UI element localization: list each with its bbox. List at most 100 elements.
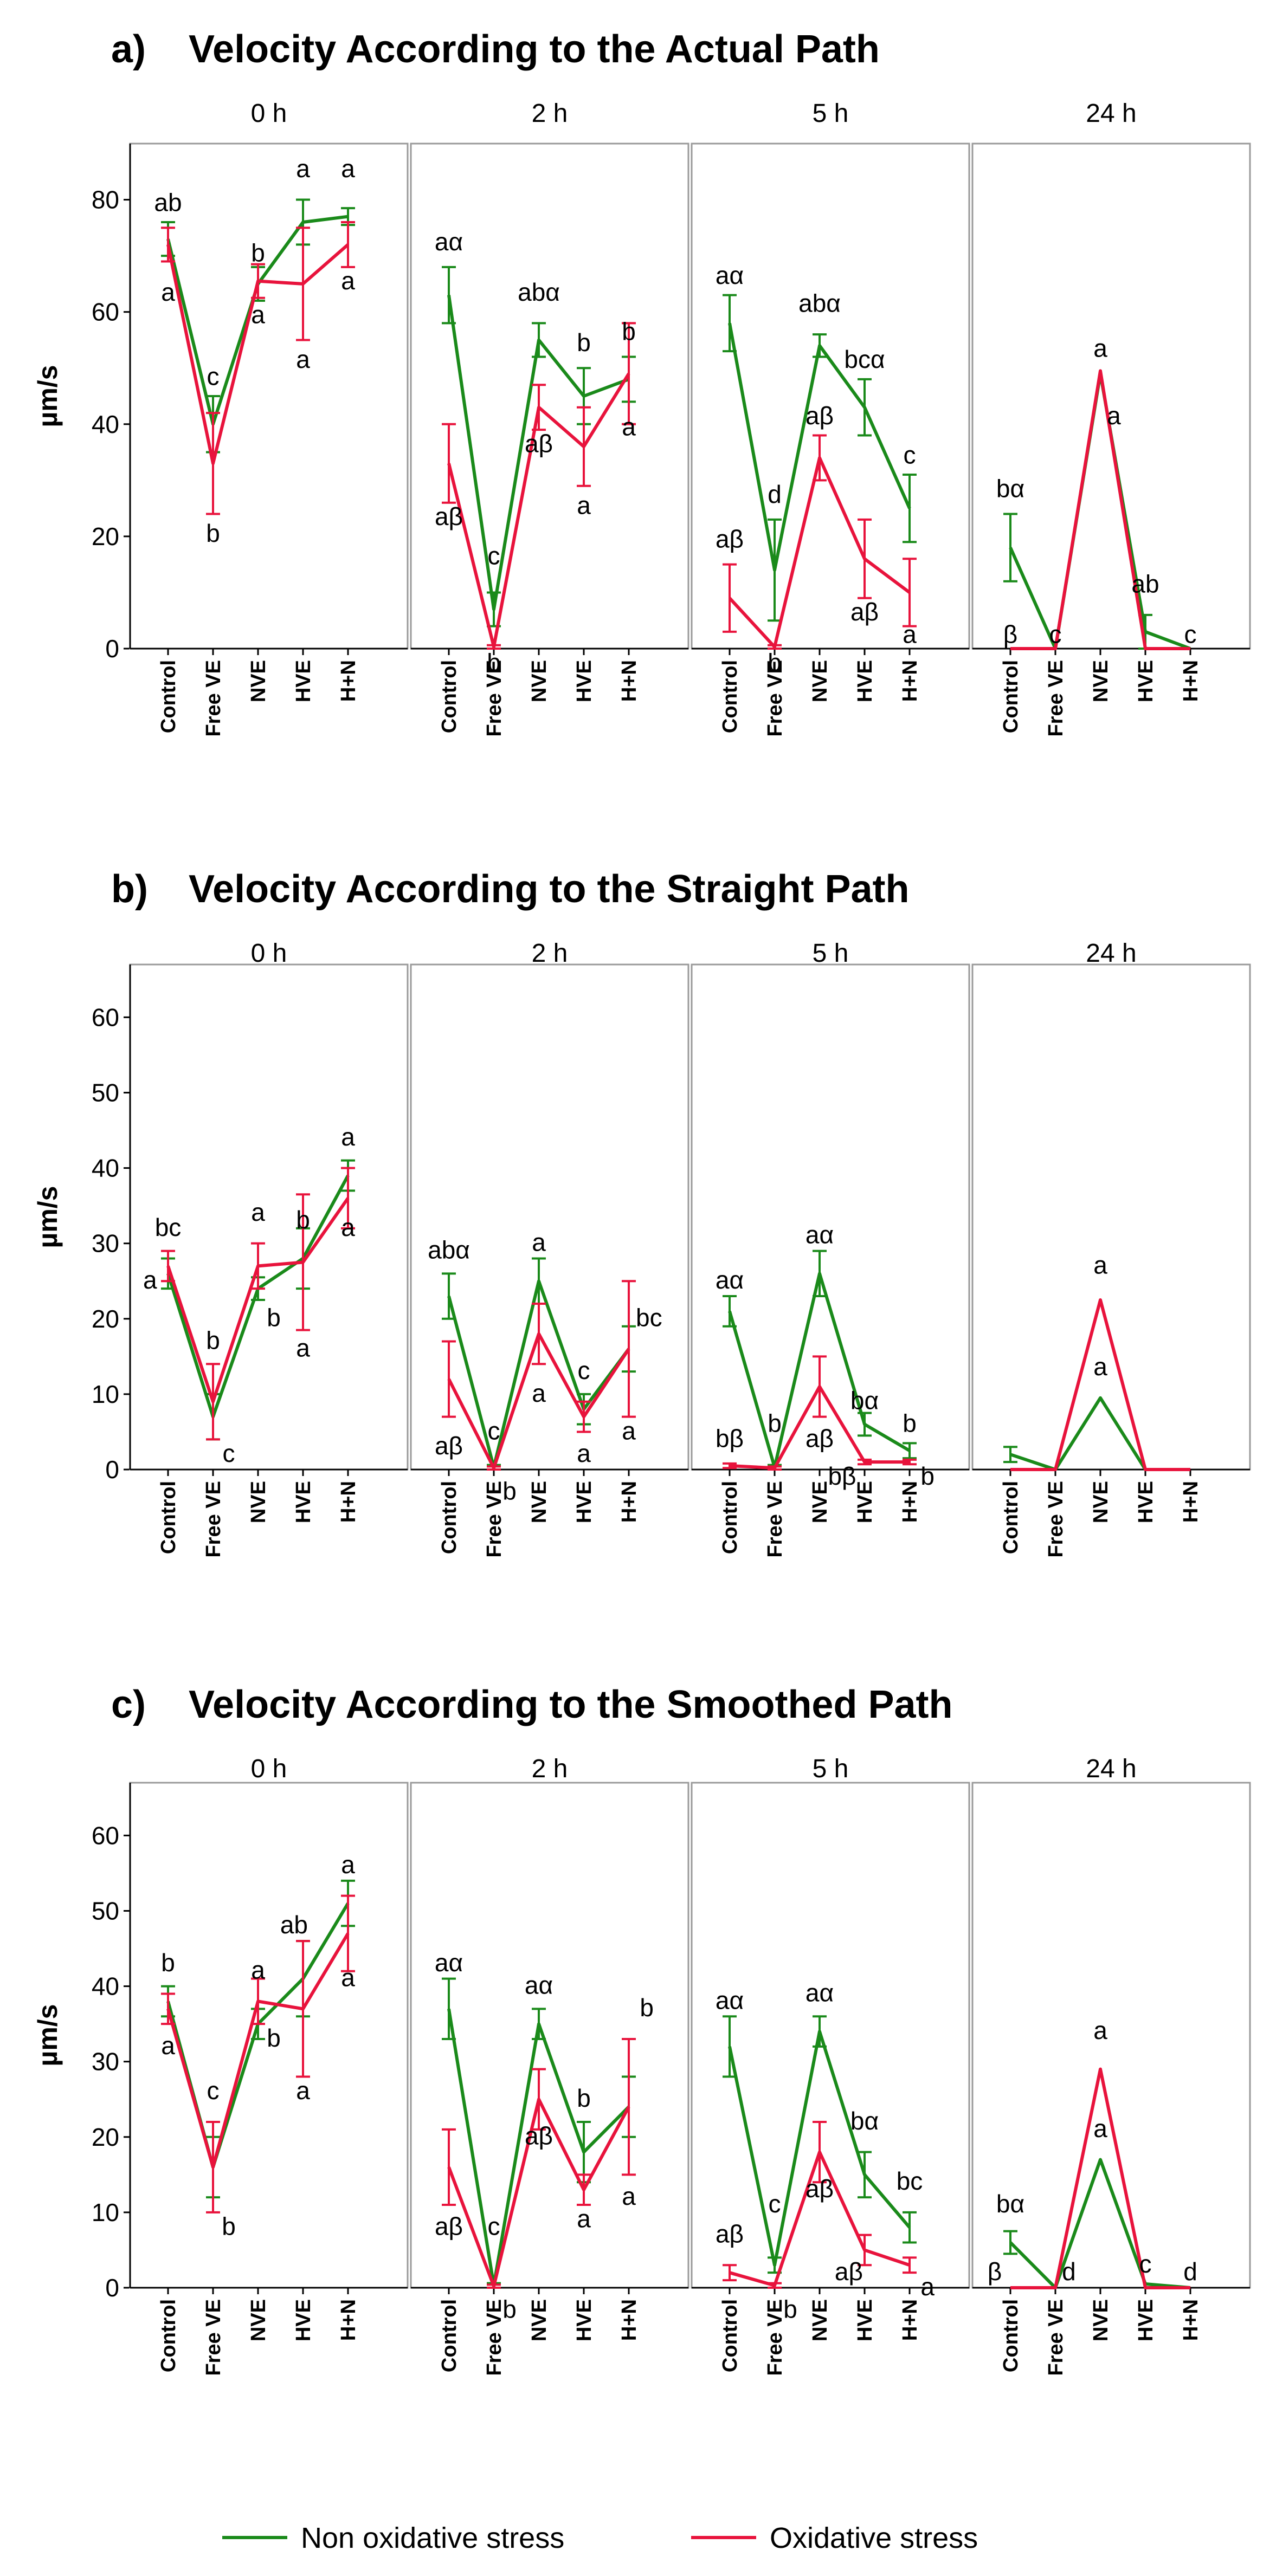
error-bar <box>206 412 220 515</box>
significance-label: b <box>577 2084 591 2112</box>
significance-label: bα <box>850 2107 879 2135</box>
significance-label: ab <box>280 1911 308 1939</box>
significance-label: b <box>267 1304 281 1332</box>
significance-label: b <box>487 648 501 676</box>
significance-label: a <box>341 1964 355 1992</box>
series-line <box>1010 1396 1190 1471</box>
error-bar <box>442 266 456 325</box>
x-tick-label: NVE <box>528 2299 551 2341</box>
error-bar <box>577 2120 591 2184</box>
significance-label: bβ <box>828 1462 856 1490</box>
error-bar <box>723 2264 737 2282</box>
error-bar <box>577 406 591 487</box>
significance-label: ab <box>1131 569 1159 598</box>
x-tick-label: Control <box>719 1481 742 1554</box>
error-bar <box>858 2234 872 2267</box>
significance-label: bc <box>897 2167 923 2195</box>
error-bar <box>903 1442 917 1460</box>
error-bar <box>768 2282 782 2289</box>
significance-label: a <box>1093 2016 1107 2044</box>
significance-label: a <box>903 620 917 649</box>
series-oxidative <box>161 1167 355 1441</box>
facet-header: 5 h <box>813 939 849 968</box>
error-bar <box>723 1462 737 1470</box>
significance-label: a <box>920 2273 935 2301</box>
error-bar <box>161 226 175 263</box>
x-tick-label: Control <box>1000 660 1022 733</box>
series-oxidative <box>723 2120 917 2289</box>
significance-label: aβ <box>525 2122 553 2150</box>
significance-label: β <box>1003 620 1017 649</box>
significance-label: bcα <box>844 345 885 373</box>
x-tick-label: Free VE <box>1045 1481 1067 1558</box>
significance-label: aβ <box>716 525 744 553</box>
error-bar <box>532 2008 546 2040</box>
error-bar <box>487 2283 501 2289</box>
error-bar <box>532 1302 546 1365</box>
chart-title: Velocity According to the Smoothed Path <box>189 1683 952 1726</box>
significance-label: a <box>1107 402 1121 430</box>
significance-label: a <box>341 154 355 183</box>
facet-frame <box>691 1782 970 2289</box>
significance-label: d <box>1183 2257 1197 2286</box>
y-tick-label: 30 <box>92 1229 119 1258</box>
significance-label: abα <box>798 289 841 318</box>
significance-label: b <box>920 1462 935 1490</box>
significance-label: c <box>488 2212 500 2241</box>
series-line <box>1010 2067 1190 2289</box>
y-tick-label: 50 <box>92 1078 119 1106</box>
significance-label: c <box>1139 2250 1152 2278</box>
significance-label: b <box>622 317 636 345</box>
error-bar <box>487 1465 501 1471</box>
series-oxidative <box>1010 369 1190 650</box>
significance-label: aα <box>525 1971 553 1999</box>
significance-label: c <box>207 2076 220 2105</box>
x-tick-label: H+N <box>1180 660 1202 702</box>
significance-label: b <box>783 2295 797 2323</box>
significance-label: b <box>502 1477 517 1505</box>
error-bar <box>768 1465 782 1471</box>
significance-label: a <box>532 1379 546 1407</box>
error-bar <box>858 378 872 437</box>
y-tick-label: 10 <box>92 2198 119 2227</box>
y-tick-label: 60 <box>92 1821 119 1849</box>
y-tick-label: 20 <box>92 522 119 551</box>
significance-label: b <box>222 2212 236 2241</box>
x-tick-label: HVE <box>292 1481 315 1523</box>
error-bar <box>532 322 546 358</box>
x-tick-label: NVE <box>1090 660 1112 702</box>
x-tick-label: NVE <box>247 660 270 702</box>
significance-label: c <box>769 2190 781 2218</box>
significance-label: a <box>577 1439 591 1467</box>
x-tick-label: Free VE <box>202 1481 225 1558</box>
significance-label: bα <box>850 1387 879 1415</box>
error-bar <box>296 226 310 341</box>
series-non-oxidative <box>161 1879 355 2199</box>
error-bar <box>813 2015 827 2048</box>
error-bar <box>442 2128 456 2206</box>
significance-label: c <box>488 542 500 570</box>
x-tick-label: H+N <box>899 1481 921 1523</box>
error-bar <box>577 2173 591 2206</box>
facet-header: 0 h <box>251 99 287 128</box>
series-non-oxidative <box>723 294 917 622</box>
facet-header: 24 h <box>1086 99 1136 128</box>
error-bar <box>206 2120 220 2213</box>
x-tick-label: Control <box>157 1481 180 1554</box>
significance-label: bc <box>155 1213 182 1241</box>
x-tick-label: Control <box>157 660 180 733</box>
x-tick-label: Free VE <box>764 2299 787 2376</box>
y-axis-label: µm/s <box>33 365 63 428</box>
x-tick-label: Control <box>438 2299 461 2372</box>
error-bar <box>1003 1446 1017 1464</box>
error-bar <box>723 563 737 633</box>
error-bar <box>903 2211 917 2244</box>
significance-label: bα <box>996 2190 1024 2218</box>
error-bar <box>532 2068 546 2131</box>
